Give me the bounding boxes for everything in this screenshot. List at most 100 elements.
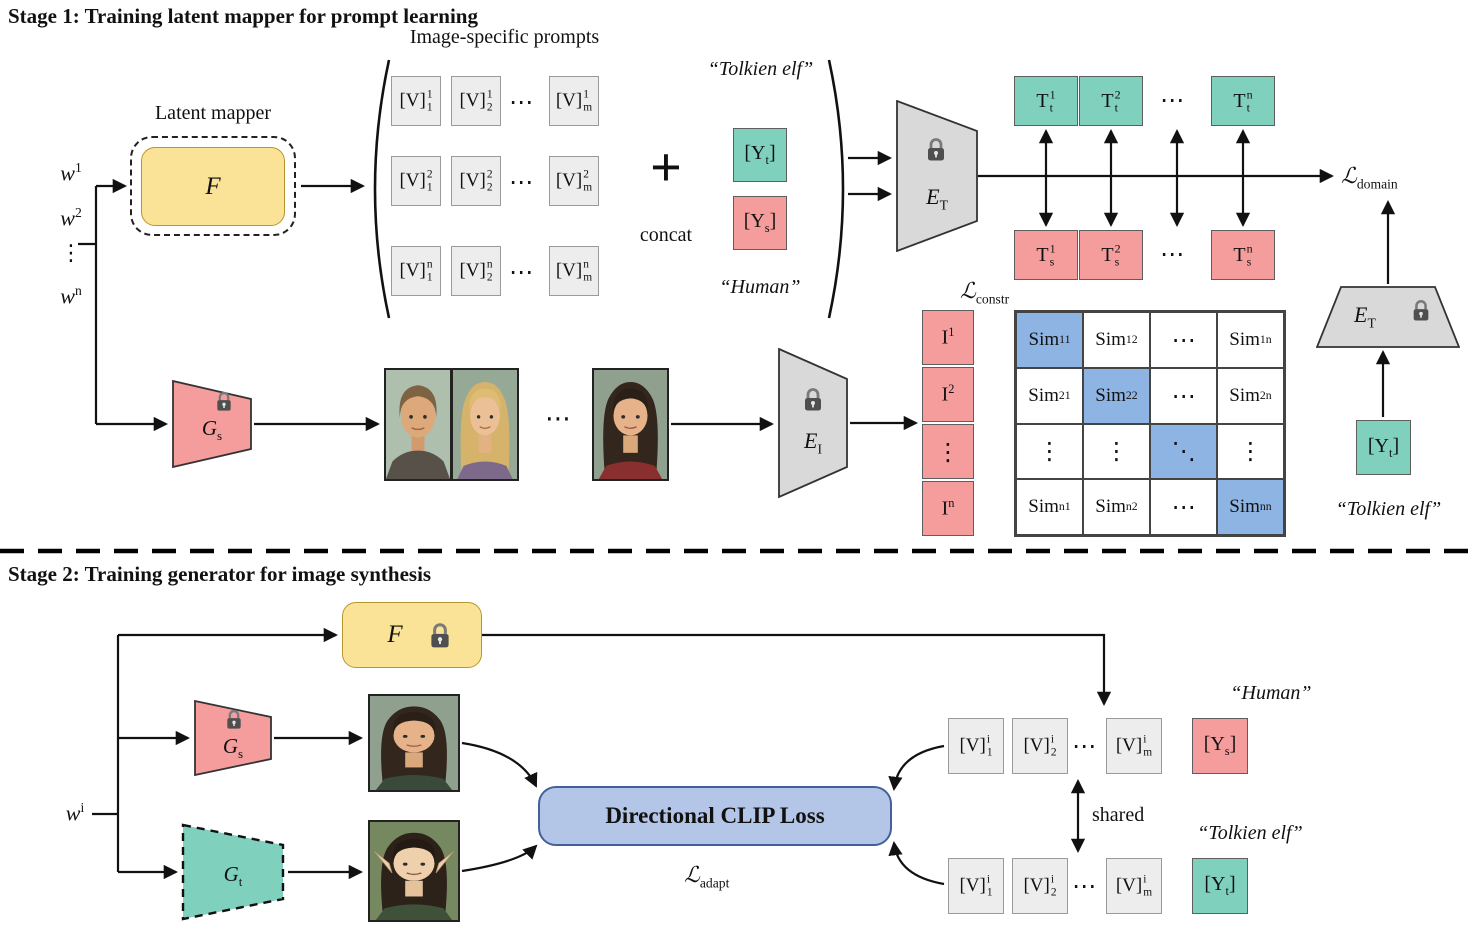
- ellipsis: ⋯: [509, 88, 533, 116]
- mapper-label: F: [387, 621, 403, 648]
- target-class-token: [Yt]: [733, 128, 787, 182]
- ellipsis: ⋯: [1072, 872, 1096, 900]
- target-image-elf: [368, 820, 460, 922]
- sim-cell: Sim nn: [1217, 479, 1284, 535]
- right-target-class-token: [Yt]: [1356, 420, 1411, 475]
- sim-cell: ⋮: [1016, 423, 1083, 480]
- sim-cell: ⋱: [1150, 423, 1217, 480]
- latent-mapper-label: Latent mapper: [154, 102, 272, 124]
- prompt-token: [V] n 2: [451, 246, 501, 296]
- image-encoder: EI: [778, 347, 848, 499]
- text-encoder: ET: [896, 99, 978, 253]
- encoder-trapezoid: [896, 99, 978, 253]
- clip-loss-label: Directional CLIP Loss: [605, 803, 825, 828]
- prompts-title: Image-specific prompts: [409, 26, 600, 48]
- prompt-token: [V] i m: [1106, 858, 1162, 914]
- image-feature: In: [922, 481, 974, 536]
- lock-icon: [928, 138, 944, 161]
- adapt-loss-label: ℒadapt: [684, 862, 730, 891]
- mapper-label: F: [205, 172, 221, 200]
- ellipsis: ⋯: [1072, 732, 1096, 760]
- generated-face-woman: [592, 368, 669, 481]
- lock-icon: [805, 388, 821, 411]
- target-class-token-stage2: [Yt]: [1192, 858, 1248, 914]
- generated-face-girl: [451, 368, 519, 481]
- sim-cell: ⋯: [1150, 312, 1217, 368]
- source-generator: Gs: [172, 379, 252, 469]
- right-text-encoder: ET: [1315, 286, 1461, 348]
- directional-clip-loss-box: Directional CLIP Loss: [538, 786, 892, 846]
- sim-cell: Sim 12: [1083, 312, 1150, 368]
- latent-mapper-box: F: [141, 147, 285, 226]
- source-generator-label: Gs: [201, 416, 223, 444]
- sim-cell: ⋮: [1217, 423, 1284, 480]
- latent-wi: wi: [65, 800, 85, 826]
- sim-cell: Sim n2: [1083, 479, 1150, 535]
- right-bracket: [827, 59, 845, 319]
- sim-cell: ⋮: [1083, 423, 1150, 480]
- encoder-trapezoid: [778, 347, 848, 499]
- right-text-encoder-label: ET: [1354, 302, 1376, 331]
- ellipsis: ⋯: [1160, 240, 1184, 268]
- shared-label: shared: [1092, 804, 1145, 826]
- sim-cell: Sim 1n: [1217, 312, 1284, 368]
- image-encoder-label: EI: [804, 428, 822, 457]
- latent-w-ellipsis: ⋮: [60, 241, 82, 266]
- prompt-token: [V] n m: [549, 246, 599, 296]
- prompt-token: [V] 2 2: [451, 156, 501, 206]
- similarity-matrix: Sim 11 Sim 12 ⋯ Sim 1n Sim 21 Sim 22 ⋯ Sim 2n …: [1014, 310, 1286, 537]
- prompt-token: [V] 2 1: [391, 156, 441, 206]
- target-generator: Gt: [180, 822, 286, 922]
- sim-cell: Sim 21: [1016, 367, 1083, 424]
- prompt-token: [V] 1 2: [451, 76, 501, 126]
- latent-mapper-dashed-outline: [130, 136, 296, 236]
- lock-icon: [227, 709, 241, 729]
- sim-cell: Sim n1: [1016, 479, 1083, 535]
- generator-trapezoid-dashed: [181, 823, 285, 921]
- tolkien-elf-quote-stage2: “Tolkien elf”: [1197, 822, 1303, 844]
- generated-face-man: [384, 368, 452, 481]
- sim-cell: Sim 2n: [1217, 367, 1284, 424]
- stage2-title: Stage 2: Training generator for image sy…: [8, 562, 432, 586]
- image-feature: I1: [922, 310, 974, 365]
- generator-trapezoid: [194, 699, 272, 777]
- prompt-token: [V] 1 m: [549, 76, 599, 126]
- sim-cell: Sim 11: [1016, 312, 1083, 368]
- image-feature: I2: [922, 367, 974, 422]
- prompt-token: [V] 1 1: [391, 76, 441, 126]
- sim-cell: ⋯: [1150, 367, 1217, 424]
- prompt-token: [V] n 1: [391, 246, 441, 296]
- ellipsis: ⋯: [509, 258, 533, 286]
- prompt-token: [V] i 2: [1012, 718, 1068, 774]
- source-generator-label: Gs: [222, 734, 244, 762]
- plus-sign: +: [650, 137, 682, 199]
- source-class-token: [Ys]: [733, 196, 787, 250]
- human-quote-stage2: “Human”: [1230, 682, 1312, 704]
- frozen-mapper-box: F: [342, 602, 482, 668]
- constr-loss-label: ℒconstr: [960, 278, 1010, 307]
- prompt-token: [V] i 1: [948, 858, 1004, 914]
- source-image-human: [368, 694, 460, 792]
- encoder-trapezoid: [1315, 286, 1461, 348]
- domain-loss-label: ℒdomain: [1341, 163, 1398, 192]
- lock-icon: [431, 623, 449, 648]
- image-feature-ellipsis: ⋮: [922, 424, 974, 479]
- source-class-token-stage2: [Ys]: [1192, 718, 1248, 774]
- prompt-token: [V] i 2: [1012, 858, 1068, 914]
- human-quote: “Human”: [719, 276, 801, 298]
- lock-icon: [1413, 300, 1429, 321]
- stage1-title: Stage 1: Training latent mapper for prom…: [8, 4, 478, 28]
- prompt-token: [V] i 1: [948, 718, 1004, 774]
- tolkien-elf-quote: “Tolkien elf”: [707, 58, 814, 80]
- ellipsis: ⋯: [509, 168, 533, 196]
- faces-ellipsis: ⋯: [545, 404, 571, 434]
- lock-icon: [217, 391, 231, 411]
- tolkien-elf-quote-right: “Tolkien elf”: [1335, 498, 1442, 520]
